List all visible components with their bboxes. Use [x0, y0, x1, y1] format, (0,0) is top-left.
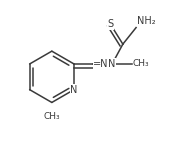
Text: N: N: [70, 85, 78, 95]
Text: CH₃: CH₃: [43, 112, 60, 121]
Text: N: N: [108, 59, 116, 69]
Text: =N: =N: [93, 59, 109, 69]
Text: CH₃: CH₃: [133, 60, 149, 69]
Text: NH₂: NH₂: [137, 16, 156, 26]
Text: S: S: [107, 19, 113, 29]
